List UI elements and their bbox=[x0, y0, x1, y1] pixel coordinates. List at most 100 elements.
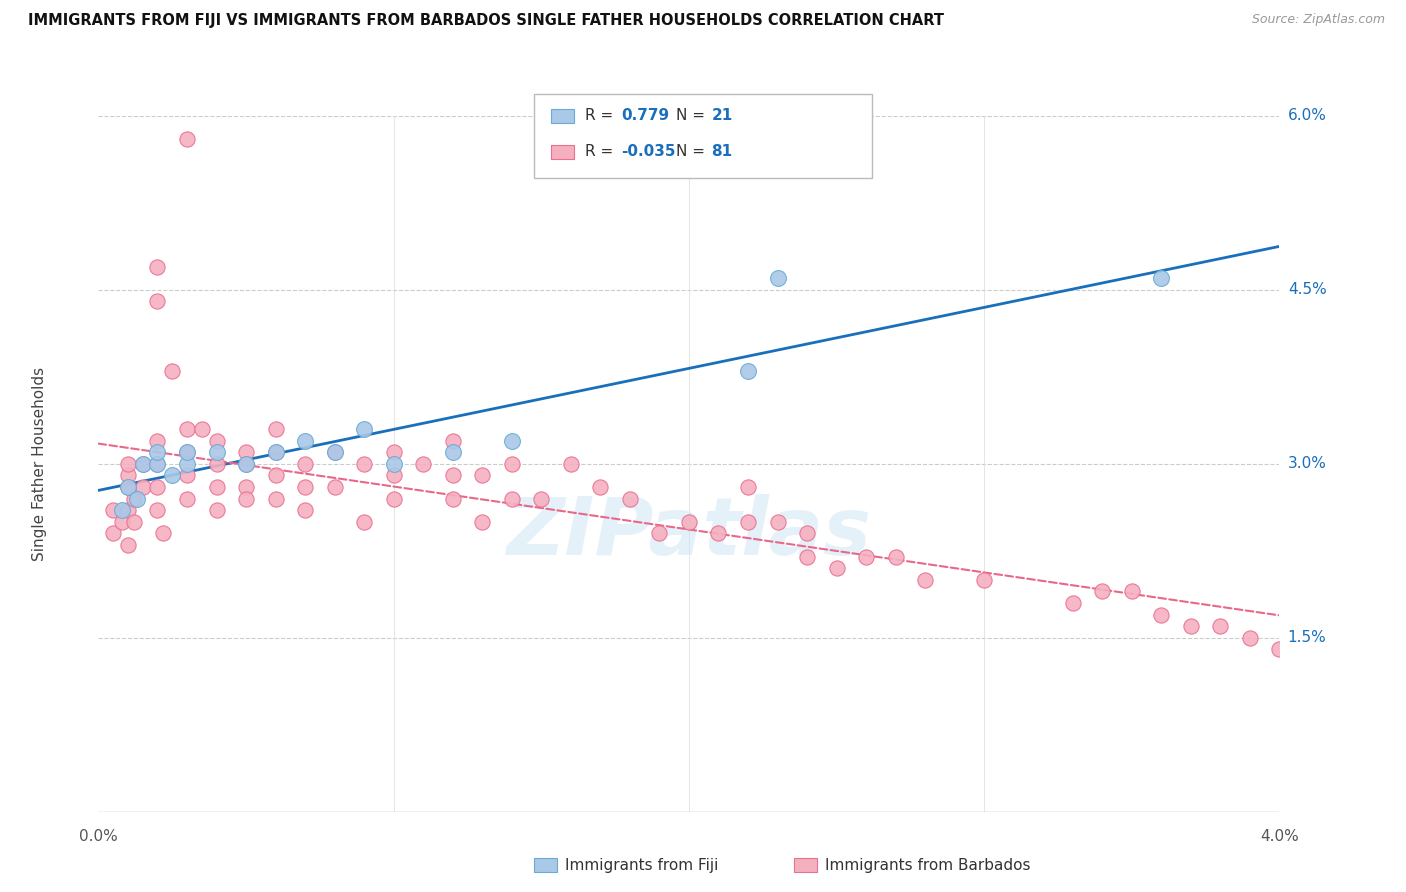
Point bbox=[707, 526, 730, 541]
Point bbox=[353, 457, 375, 471]
Point bbox=[235, 457, 257, 471]
Point bbox=[471, 515, 494, 529]
Point bbox=[737, 364, 759, 378]
Point bbox=[589, 480, 612, 494]
Point bbox=[1150, 607, 1173, 622]
Point bbox=[152, 526, 174, 541]
Point bbox=[766, 271, 789, 285]
Point bbox=[796, 549, 818, 564]
Text: Immigrants from Fiji: Immigrants from Fiji bbox=[565, 858, 718, 872]
Point bbox=[471, 468, 494, 483]
Point bbox=[176, 445, 198, 459]
Point bbox=[353, 515, 375, 529]
Point bbox=[855, 549, 877, 564]
Text: Immigrants from Barbados: Immigrants from Barbados bbox=[825, 858, 1031, 872]
Point bbox=[122, 491, 145, 506]
Point bbox=[122, 515, 145, 529]
Point bbox=[162, 364, 183, 378]
Point bbox=[382, 445, 405, 459]
Text: ZIPatlas: ZIPatlas bbox=[506, 494, 872, 573]
Point bbox=[146, 434, 169, 448]
Point bbox=[132, 457, 155, 471]
Point bbox=[884, 549, 907, 564]
Point bbox=[146, 260, 169, 274]
Point bbox=[382, 491, 405, 506]
Text: Source: ZipAtlas.com: Source: ZipAtlas.com bbox=[1251, 13, 1385, 27]
Point bbox=[205, 480, 228, 494]
Point bbox=[796, 526, 818, 541]
Point bbox=[294, 503, 316, 517]
Point bbox=[501, 491, 523, 506]
Point bbox=[205, 503, 228, 517]
Point bbox=[1180, 619, 1202, 633]
Point bbox=[1062, 596, 1084, 610]
Point bbox=[914, 573, 936, 587]
Point bbox=[294, 480, 316, 494]
Point bbox=[117, 457, 139, 471]
Point bbox=[441, 445, 464, 459]
Point bbox=[382, 468, 405, 483]
Point bbox=[441, 468, 464, 483]
Point bbox=[619, 491, 641, 506]
Point bbox=[146, 457, 169, 471]
Point bbox=[1209, 619, 1232, 633]
Point bbox=[501, 457, 523, 471]
Point bbox=[235, 480, 257, 494]
Point bbox=[205, 445, 228, 459]
Point bbox=[205, 457, 228, 471]
Point bbox=[264, 445, 287, 459]
Text: -0.035: -0.035 bbox=[621, 145, 676, 159]
Point bbox=[111, 503, 134, 517]
Text: 81: 81 bbox=[711, 145, 733, 159]
Point bbox=[441, 491, 464, 506]
Point bbox=[111, 515, 134, 529]
Point bbox=[973, 573, 995, 587]
Point bbox=[146, 294, 169, 309]
Text: 1.5%: 1.5% bbox=[1288, 631, 1326, 645]
Point bbox=[323, 445, 346, 459]
Point bbox=[412, 457, 434, 471]
Text: R =: R = bbox=[585, 109, 619, 123]
Text: R =: R = bbox=[585, 145, 619, 159]
Text: N =: N = bbox=[676, 145, 710, 159]
Point bbox=[235, 445, 257, 459]
Text: 0.779: 0.779 bbox=[621, 109, 669, 123]
Text: IMMIGRANTS FROM FIJI VS IMMIGRANTS FROM BARBADOS SINGLE FATHER HOUSEHOLDS CORREL: IMMIGRANTS FROM FIJI VS IMMIGRANTS FROM … bbox=[28, 13, 943, 29]
Point bbox=[191, 422, 214, 436]
Point bbox=[264, 445, 287, 459]
Point bbox=[146, 503, 169, 517]
Text: N =: N = bbox=[676, 109, 710, 123]
Point bbox=[235, 457, 257, 471]
Point bbox=[737, 480, 759, 494]
Point bbox=[1268, 642, 1291, 657]
Point bbox=[353, 422, 375, 436]
Text: 6.0%: 6.0% bbox=[1288, 109, 1327, 123]
Point bbox=[176, 457, 198, 471]
Text: 3.0%: 3.0% bbox=[1288, 457, 1327, 471]
Text: 0.0%: 0.0% bbox=[79, 830, 118, 844]
Point bbox=[162, 468, 183, 483]
Point bbox=[323, 445, 346, 459]
Point bbox=[501, 434, 523, 448]
Point bbox=[176, 468, 198, 483]
Point bbox=[1239, 631, 1261, 645]
Point bbox=[117, 468, 139, 483]
Point bbox=[737, 515, 759, 529]
Text: 4.5%: 4.5% bbox=[1288, 283, 1326, 297]
Point bbox=[146, 457, 169, 471]
Point bbox=[103, 526, 124, 541]
Point bbox=[825, 561, 848, 575]
Point bbox=[125, 491, 148, 506]
Point bbox=[146, 480, 169, 494]
Point bbox=[176, 422, 198, 436]
Point bbox=[294, 434, 316, 448]
Point bbox=[146, 445, 169, 459]
Point bbox=[530, 491, 553, 506]
Point bbox=[323, 480, 346, 494]
Point bbox=[382, 457, 405, 471]
Point bbox=[117, 480, 139, 494]
Point bbox=[117, 538, 139, 552]
Text: 4.0%: 4.0% bbox=[1260, 830, 1299, 844]
Point bbox=[205, 434, 228, 448]
Point bbox=[264, 422, 287, 436]
